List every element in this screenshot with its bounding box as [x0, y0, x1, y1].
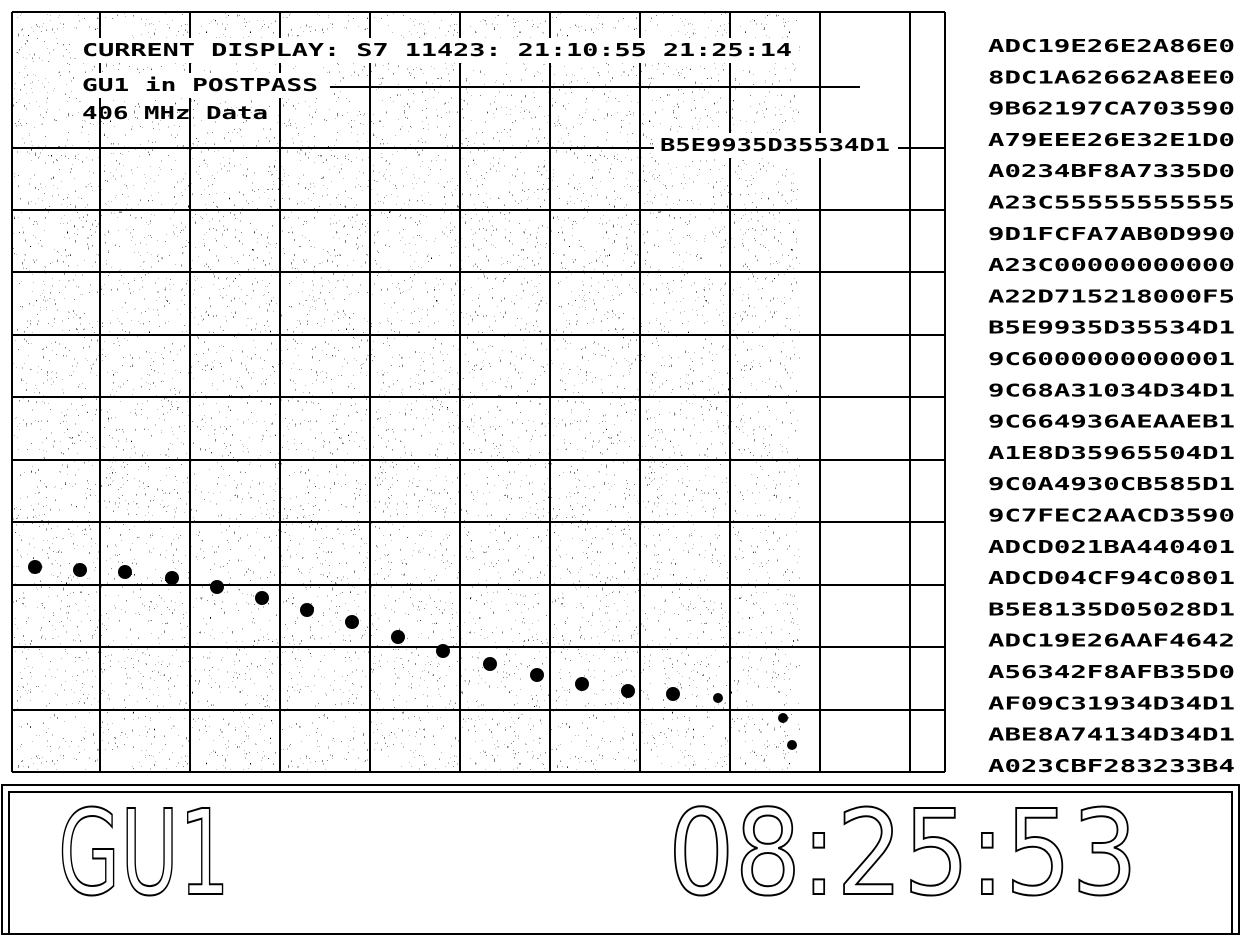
message: 9C6000000000001 — [988, 349, 1235, 370]
message: AF09C31934D34D1 — [988, 693, 1235, 714]
signal-dots — [28, 560, 797, 750]
message: 9C664936AEAAEB1 — [988, 412, 1235, 433]
message: 9D1FCFA7AB0D990 — [988, 224, 1235, 245]
message: A22D715218000F5 — [988, 286, 1235, 307]
message: ADC19E26E2A86E0 — [988, 36, 1235, 57]
message: B5E9935D35534D1 — [988, 318, 1235, 339]
message: 9C7FEC2AACD3590 — [988, 506, 1235, 527]
message: 9C68A31034D34D1 — [988, 380, 1235, 401]
message: A0234BF8A7335D0 — [988, 161, 1235, 182]
message: ADCD04CF94C0801 — [988, 568, 1235, 589]
message: A56342F8AFB35D0 — [988, 662, 1235, 683]
grid — [11, 11, 946, 773]
clock: 08:25:53 — [668, 784, 1138, 922]
message: A1E8D35965504D1 — [988, 443, 1235, 464]
message: 9C0A4930CB585D1 — [988, 474, 1235, 495]
marker-bg — [654, 133, 898, 158]
message: A023CBF283233B4 — [988, 756, 1235, 777]
noise-field — [12, 12, 800, 770]
message: A79EEE26E32E1D0 — [988, 130, 1235, 151]
status-bg — [76, 73, 330, 98]
message-list: ADC19E26E2A86E0 8DC1A62662A8EE0 9B62197CA7… — [988, 36, 1235, 777]
message: 9B62197CA703590 — [988, 99, 1235, 120]
message: A23C00000000000 — [988, 255, 1235, 276]
band: 406 MHz Data — [82, 103, 268, 124]
station: GU1 — [58, 784, 230, 922]
marker-label: B5E9935D35534D1 — [660, 135, 890, 156]
message: A23C55555555555 — [988, 193, 1235, 214]
message: ADCD021BA440401 — [988, 537, 1235, 558]
display-header: CURRENT DISPLAY: S7 11423: 21:10:55 21:2… — [82, 40, 792, 61]
message: ABE8A74134D34D1 — [988, 725, 1235, 746]
message: 8DC1A62662A8EE0 — [988, 67, 1235, 88]
message: ADC19E26AAF4642 — [988, 631, 1235, 652]
status: GU1 in POSTPASS — [82, 75, 318, 96]
message: B5E8135D05028D1 — [988, 599, 1235, 620]
header-bg — [76, 38, 798, 63]
footer-frame-inner — [8, 791, 1233, 935]
